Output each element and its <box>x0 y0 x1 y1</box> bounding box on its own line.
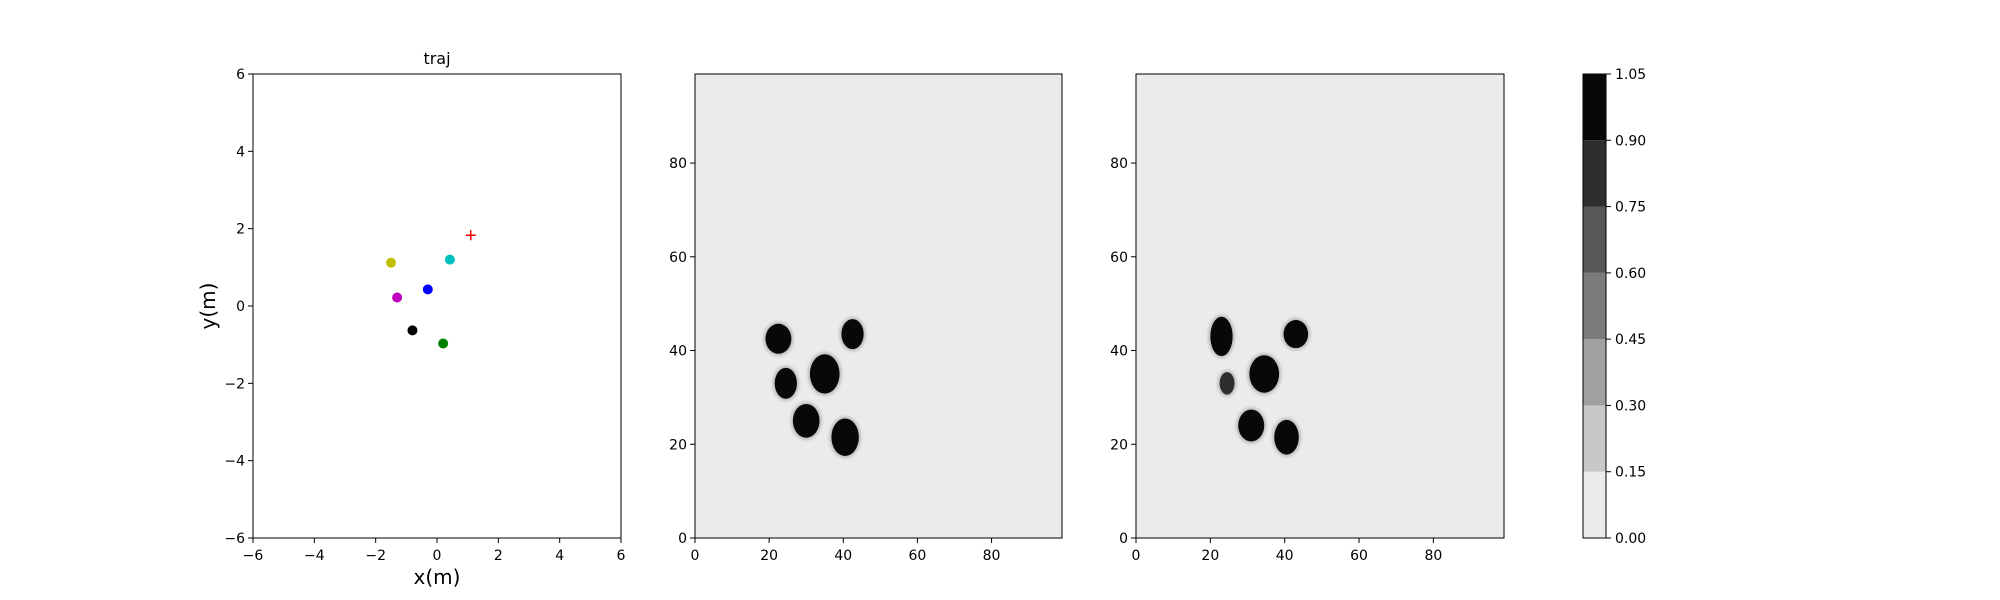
agent-point <box>444 254 455 265</box>
colorbar-bands <box>1583 74 1606 538</box>
traj-x-label: x(m) <box>414 565 461 589</box>
heatmap-2-x-axis: 0 20 40 60 80 <box>1132 538 1442 564</box>
colorbar-band <box>1583 272 1606 340</box>
colorbar-band <box>1583 471 1606 538</box>
heatmap-2-y-axis: 0 20 40 60 80 <box>1110 156 1136 547</box>
colorbar-band <box>1583 206 1606 273</box>
heatmap-2-background <box>1136 74 1504 538</box>
heatmap-2-y-tick-label: 20 <box>1110 437 1128 453</box>
colorbar-band <box>1583 405 1606 472</box>
heatmap-blob <box>763 321 794 356</box>
agent-point <box>422 284 433 295</box>
heatmap-panel-1: 0 20 40 60 80 0 20 40 60 80 <box>669 73 1063 564</box>
heatmap-1-x-tick-label: 60 <box>909 548 927 564</box>
heatmap-2-x-tick-label: 20 <box>1201 548 1219 564</box>
heatmap-2-y-tick-label: 0 <box>1119 531 1128 547</box>
colorbar-tick-label: 0.15 <box>1615 465 1646 481</box>
traj-y-tick-label: −4 <box>224 454 245 470</box>
heatmap-panel-2: 0 20 40 60 80 0 20 40 60 80 <box>1110 73 1505 564</box>
agent-point <box>407 325 418 336</box>
traj-x-axis: −6 −4 −2 0 2 4 6 <box>243 538 626 564</box>
heatmap-blob <box>839 317 866 352</box>
colorbar-band <box>1583 140 1606 207</box>
heatmap-1-y-tick-label: 20 <box>669 437 687 453</box>
traj-y-axis: −6 −4 −2 0 2 4 6 <box>224 67 253 547</box>
heatmap-blob <box>1247 353 1282 395</box>
traj-title: traj <box>423 49 450 68</box>
colorbar-tick-label: 0.30 <box>1615 398 1646 414</box>
colorbar-tick-label: 1.05 <box>1615 67 1646 83</box>
heatmap-blob <box>807 352 842 396</box>
traj-y-tick-label: −2 <box>224 376 245 392</box>
traj-x-tick-label: −6 <box>243 548 264 564</box>
heatmap-1-x-axis: 0 20 40 60 80 <box>691 538 1001 564</box>
heatmap-1-blobs <box>763 317 866 458</box>
heatmap-1-y-axis: 0 20 40 60 80 <box>669 156 695 547</box>
traj-y-tick-label: 6 <box>236 67 245 83</box>
heatmap-blob <box>790 401 822 440</box>
colorbar-band <box>1583 74 1606 141</box>
traj-y-tick-label: −6 <box>224 531 245 547</box>
traj-x-tick-label: −4 <box>304 548 325 564</box>
traj-x-tick-label: 6 <box>617 548 626 564</box>
heatmap-2-x-tick-label: 40 <box>1276 548 1294 564</box>
heatmap-blob <box>1272 417 1301 457</box>
heatmap-1-axes-frame <box>694 73 1063 539</box>
heatmap-blob <box>772 365 799 401</box>
heatmap-blob <box>1236 407 1267 444</box>
heatmap-2-x-tick-label: 80 <box>1424 548 1442 564</box>
heatmap-2-x-tick-label: 0 <box>1132 548 1141 564</box>
traj-x-tick-label: 2 <box>494 548 503 564</box>
traj-x-tick-label: 4 <box>555 548 564 564</box>
traj-axes-frame <box>252 73 622 539</box>
traj-x-tick-label: 0 <box>433 548 442 564</box>
colorbar-band <box>1583 339 1606 406</box>
heatmap-1-y-tick-label: 0 <box>678 531 687 547</box>
heatmap-1-x-tick-label: 40 <box>834 548 852 564</box>
traj-x-tick-label: −2 <box>365 548 386 564</box>
colorbar-tick-label: 0.60 <box>1615 266 1646 282</box>
heatmap-blob <box>829 416 861 458</box>
heatmap-1-y-tick-label: 40 <box>669 344 687 360</box>
colorbar-ticks: 0.00 0.15 0.30 0.45 0.60 0.75 0.90 1.05 <box>1606 67 1646 547</box>
heatmap-2-y-tick-label: 60 <box>1110 250 1128 266</box>
heatmap-1-background <box>695 74 1062 538</box>
heatmap-1-y-tick-label: 60 <box>669 250 687 266</box>
colorbar-frame <box>1582 73 1607 539</box>
heatmap-2-axes-frame <box>1135 73 1505 539</box>
agent-point <box>438 338 449 349</box>
traj-y-tick-label: 4 <box>236 144 245 160</box>
heatmap-blob <box>1217 370 1237 397</box>
heatmap-2-y-tick-label: 80 <box>1110 156 1128 172</box>
heatmap-1-y-tick-label: 80 <box>669 156 687 172</box>
traj-y-label: y(m) <box>196 283 220 330</box>
heatmap-1-x-tick-label: 20 <box>760 548 778 564</box>
colorbar-tick-label: 0.45 <box>1615 332 1646 348</box>
traj-points <box>386 230 476 349</box>
heatmap-2-x-tick-label: 60 <box>1350 548 1368 564</box>
traj-panel: traj −6 −4 −2 0 2 4 6 −6 −4 −2 0 2 4 6 x(m) y(m) <box>196 49 626 589</box>
heatmap-2-y-tick-label: 40 <box>1110 344 1128 360</box>
traj-y-tick-label: 0 <box>236 299 245 315</box>
agent-point <box>386 257 396 268</box>
traj-y-tick-label: 2 <box>236 222 245 238</box>
agent-point <box>392 292 403 303</box>
heatmap-blob <box>1208 314 1235 359</box>
heatmap-2-blobs <box>1208 314 1311 457</box>
goal-marker <box>465 230 476 241</box>
colorbar-tick-label: 0.00 <box>1615 531 1646 547</box>
colorbar-tick-label: 0.90 <box>1615 133 1646 149</box>
colorbar-tick-label: 0.75 <box>1615 200 1646 216</box>
colorbar: 0.00 0.15 0.30 0.45 0.60 0.75 0.90 1.05 <box>1582 67 1646 547</box>
heatmap-1-x-tick-label: 0 <box>691 548 700 564</box>
heatmap-1-x-tick-label: 80 <box>983 548 1001 564</box>
heatmap-blob <box>1281 318 1311 351</box>
